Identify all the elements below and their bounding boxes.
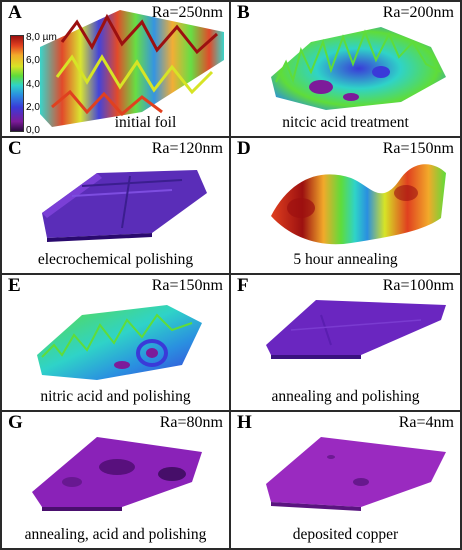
divider-row-2 [0,273,462,275]
panel-letter: D [237,138,251,159]
panel-h: H Ra=4nm deposited copper [231,412,460,548]
surface-plot-a [40,10,224,127]
panel-d: D Ra=150nm 5 hour annealing [231,138,460,273]
colorbar-tick-0: 0,0 [26,125,40,136]
panel-caption: initial foil [114,114,177,131]
panel-letter: F [237,275,249,296]
surface-plot-d [271,164,446,245]
colorbar-tick-4: 4,0 [26,79,40,90]
panel-g: G Ra=80nm annealing, acid and polishing [2,412,229,548]
panel-letter: H [237,412,252,433]
panel-letter: G [8,412,23,433]
panel-caption: deposited copper [292,526,399,543]
panel-e: E Ra=150nm nitric acid and polishing [2,275,229,410]
surface-plot-g [32,437,202,511]
colorbar-tick-2: 2,0 [26,102,40,113]
frame-bottom [0,548,462,550]
panel-caption: nitric acid and polishing [40,388,191,405]
panel-letter: A [8,2,22,23]
surface-plot-c [42,170,207,242]
panel-c: C Ra=120nm elecrochemical polishing [2,138,229,273]
panel-a: 8,0 µm 6,0 4,0 2,0 0,0 A Ra=250nm initia… [2,2,229,136]
roughness-label: Ra=80nm [159,414,223,431]
panel-b: B Ra=200nm nitcic acid treatment [231,2,460,136]
colorbar [10,35,24,132]
panel-letter: C [8,138,22,159]
roughness-label: Ra=120nm [151,140,223,157]
colorbar-tick-6: 6,0 [26,55,40,66]
roughness-label: Ra=4nm [398,414,454,431]
panel-caption: 5 hour annealing [293,251,398,268]
panel-caption: nitcic acid treatment [282,114,409,131]
panel-letter: B [237,2,250,23]
frame-right [460,0,462,550]
divider-row-1 [0,136,462,138]
surface-plot-f [266,300,446,359]
roughness-label: Ra=150nm [151,277,223,294]
roughness-label: Ra=100nm [382,277,454,294]
surface-plot-h [266,437,446,511]
panel-caption: elecrochemical polishing [37,251,194,268]
colorbar-tick-max: 8,0 µm [26,32,57,43]
frame-top [0,0,462,2]
frame-left [0,0,2,550]
panel-letter: E [8,275,21,296]
surface-plot-e [37,305,202,380]
surface-plot-b [271,27,446,110]
divider-row-3 [0,410,462,412]
panel-caption: annealing, acid and polishing [24,526,207,543]
roughness-label: Ra=150nm [382,140,454,157]
roughness-label: Ra=200nm [382,4,454,21]
panel-f: F Ra=100nm annealing and polishing [231,275,460,410]
roughness-label: Ra=250nm [151,4,223,21]
panel-caption: annealing and polishing [271,388,420,405]
divider-vertical [229,0,231,550]
